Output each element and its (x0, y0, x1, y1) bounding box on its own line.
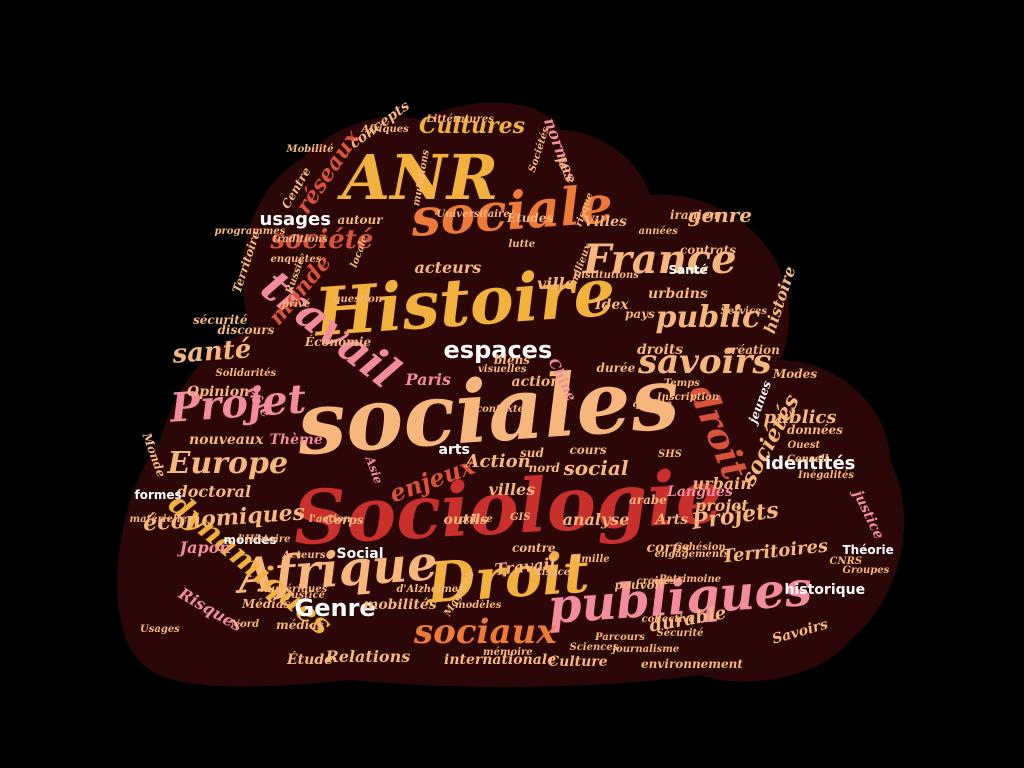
cloud-silhouette (117, 102, 905, 687)
